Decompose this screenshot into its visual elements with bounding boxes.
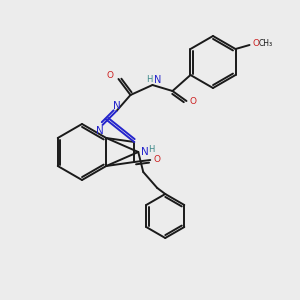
Text: CH₃: CH₃ [259,40,273,49]
Text: N: N [154,75,161,85]
Text: N: N [96,126,104,136]
Text: O: O [252,40,259,49]
Text: H: H [146,76,153,85]
Text: N: N [112,101,120,111]
Text: O: O [107,70,114,80]
Text: O: O [154,154,161,164]
Text: H: H [148,146,154,154]
Text: O: O [190,98,197,106]
Text: N: N [141,147,149,157]
